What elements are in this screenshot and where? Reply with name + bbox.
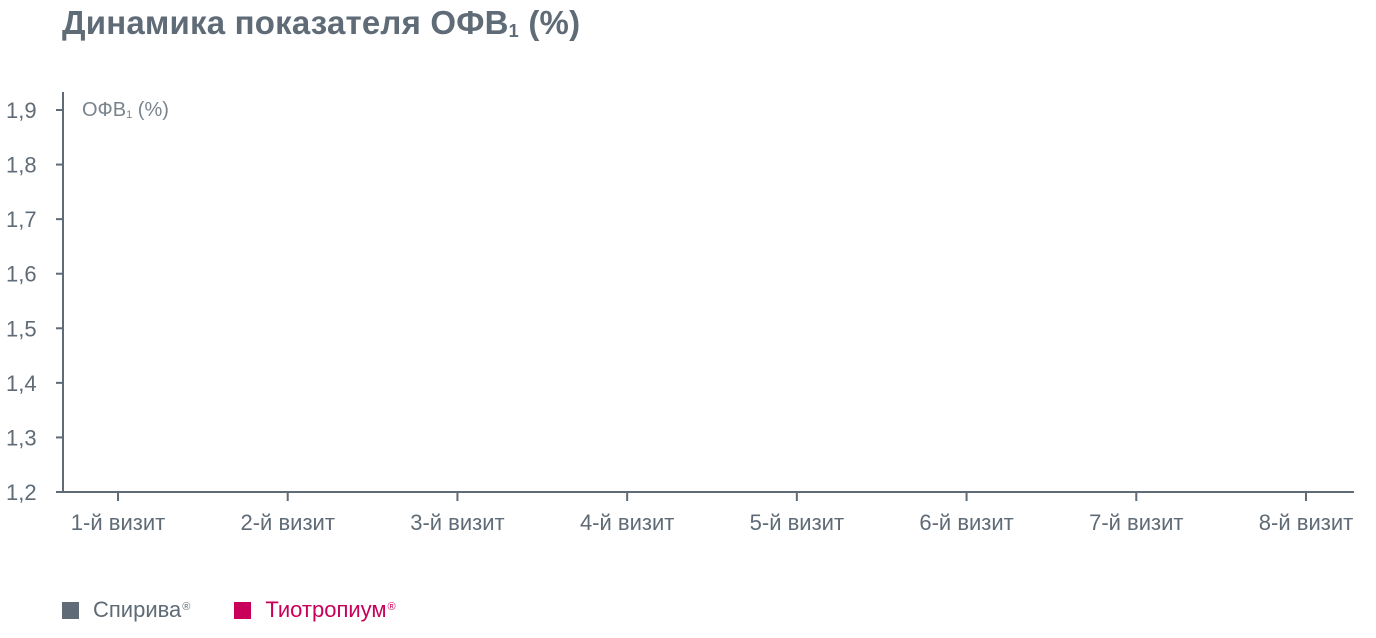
- chart-title: Динамика показателя ОФВ1 (%): [62, 4, 580, 42]
- legend-label-spiriva: Спирива: [93, 597, 182, 622]
- chart-plot-area: 1,2 1,3 1,4 1,5 1,6 1,7 1,8 1,9 1-й визит 2-й виз…: [6, 92, 1354, 535]
- registered-mark-icon: ®: [387, 600, 396, 613]
- legend-swatch-spiriva: [62, 601, 79, 619]
- y-tick-label: 1,5: [6, 316, 37, 341]
- y-tick-label: 1,4: [6, 371, 37, 396]
- x-tick-label: 1-й визит: [71, 510, 165, 535]
- x-tick-label: 3-й визит: [410, 510, 504, 535]
- y-tick-label: 1,8: [6, 153, 37, 178]
- registered-mark-icon: ®: [182, 600, 191, 613]
- legend-label-tiotropium: Тиотропиум: [265, 597, 387, 622]
- x-tick-label: 5-й визит: [750, 510, 844, 535]
- y-tick-label: 1,3: [6, 425, 37, 450]
- legend-item-tiotropium[interactable]: Тиотропиум ®: [234, 597, 396, 623]
- y-axis-label-suffix: (%): [132, 99, 169, 121]
- legend-swatch-tiotropium: [234, 601, 252, 619]
- y-tick-label: 1,9: [6, 98, 37, 123]
- y-axis-label-subscript: 1: [126, 108, 133, 121]
- y-tick-label: 1,6: [6, 262, 37, 287]
- x-tick-label: 7-й визит: [1089, 510, 1183, 535]
- chart-title-suffix: (%): [518, 4, 581, 41]
- legend: Спирива ® Тиотропиум ®: [62, 597, 440, 623]
- x-tick-label: 8-й визит: [1259, 510, 1353, 535]
- chart-title-text: Динамика показателя ОФВ: [62, 4, 509, 41]
- y-tick-label: 1,7: [6, 207, 37, 232]
- legend-item-spiriva[interactable]: Спирива ®: [62, 597, 190, 623]
- y-tick-label: 1,2: [6, 480, 37, 505]
- x-tick-label: 2-й визит: [241, 510, 335, 535]
- y-axis-label-text: ОФВ: [82, 99, 127, 121]
- chart-title-subscript: 1: [508, 20, 519, 41]
- y-axis-label: ОФВ1 (%): [82, 99, 169, 122]
- x-tick-label: 6-й визит: [919, 510, 1013, 535]
- x-tick-label: 4-й визит: [580, 510, 674, 535]
